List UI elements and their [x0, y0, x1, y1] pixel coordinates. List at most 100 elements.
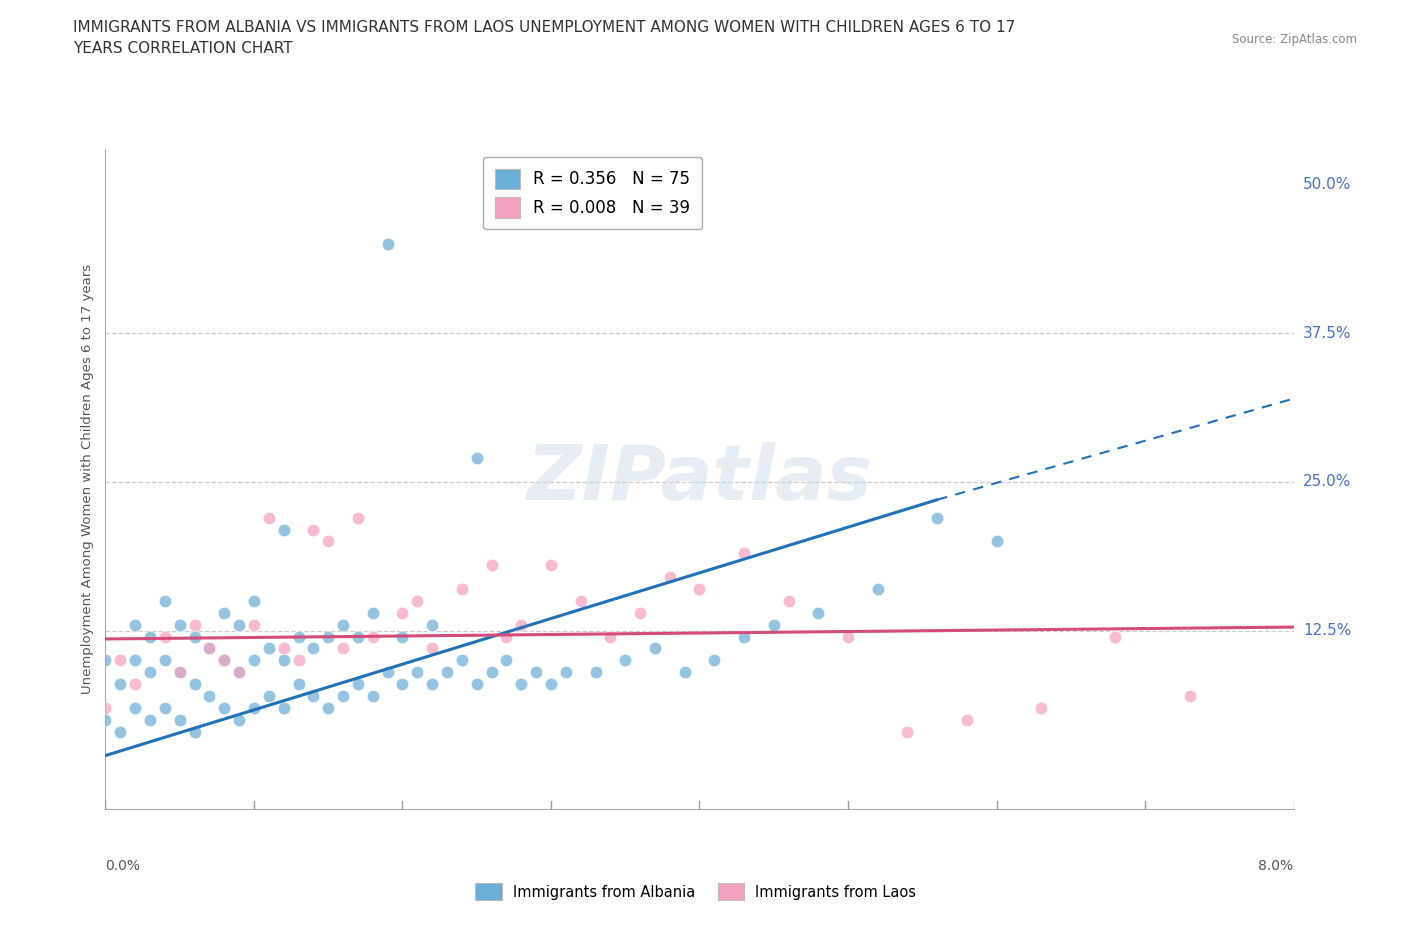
Point [465, 677, 488, 692]
Text: 37.5%: 37.5% [1303, 326, 1351, 340]
Point [243, 700, 266, 715]
Point [1104, 630, 1126, 644]
Point [139, 630, 162, 644]
Point [287, 653, 309, 668]
Point [316, 700, 339, 715]
Point [183, 724, 205, 739]
Point [450, 581, 472, 596]
Point [644, 641, 666, 656]
Point [273, 641, 295, 656]
Point [807, 605, 830, 620]
Point [169, 665, 191, 680]
Point [450, 653, 472, 668]
Point [139, 712, 162, 727]
Point [361, 605, 384, 620]
Point [124, 618, 146, 632]
Point [495, 630, 517, 644]
Text: 12.5%: 12.5% [1303, 623, 1351, 638]
Point [183, 618, 205, 632]
Point [124, 700, 146, 715]
Point [332, 688, 354, 703]
Point [377, 236, 399, 251]
Point [257, 688, 280, 703]
Point [837, 630, 859, 644]
Text: 0.0%: 0.0% [105, 858, 141, 872]
Point [110, 724, 132, 739]
Text: ZIPatlas: ZIPatlas [526, 442, 873, 516]
Point [347, 677, 370, 692]
Point [198, 641, 221, 656]
Point [243, 618, 266, 632]
Point [153, 700, 176, 715]
Point [243, 593, 266, 608]
Point [927, 511, 949, 525]
Point [332, 618, 354, 632]
Point [332, 641, 354, 656]
Point [733, 630, 755, 644]
Point [347, 511, 370, 525]
Point [214, 653, 236, 668]
Point [614, 653, 637, 668]
Point [406, 665, 429, 680]
Point [436, 665, 458, 680]
Point [273, 522, 295, 537]
Point [316, 630, 339, 644]
Point [733, 546, 755, 561]
Point [510, 677, 533, 692]
Y-axis label: Unemployment Among Women with Children Ages 6 to 17 years: Unemployment Among Women with Children A… [82, 264, 94, 694]
Point [169, 665, 191, 680]
Text: 50.0%: 50.0% [1303, 177, 1351, 192]
Point [391, 630, 413, 644]
Point [302, 522, 325, 537]
Point [540, 677, 562, 692]
Point [673, 665, 696, 680]
Point [420, 677, 443, 692]
Point [183, 677, 205, 692]
Point [495, 653, 517, 668]
Point [94, 700, 117, 715]
Point [956, 712, 979, 727]
Point [214, 653, 236, 668]
Point [198, 688, 221, 703]
Point [94, 653, 117, 668]
Point [198, 641, 221, 656]
Point [391, 605, 413, 620]
Point [896, 724, 918, 739]
Point [481, 558, 503, 573]
Point [316, 534, 339, 549]
Point [243, 653, 266, 668]
Point [628, 605, 651, 620]
Point [228, 665, 250, 680]
Point [257, 641, 280, 656]
Point [377, 665, 399, 680]
Point [524, 665, 547, 680]
Text: Source: ZipAtlas.com: Source: ZipAtlas.com [1232, 33, 1357, 46]
Point [183, 630, 205, 644]
Point [986, 534, 1008, 549]
Point [585, 665, 607, 680]
Text: YEARS CORRELATION CHART: YEARS CORRELATION CHART [73, 41, 292, 56]
Text: 8.0%: 8.0% [1258, 858, 1294, 872]
Point [554, 665, 576, 680]
Point [540, 558, 562, 573]
Point [273, 653, 295, 668]
Legend: R = 0.356   N = 75, R = 0.008   N = 39: R = 0.356 N = 75, R = 0.008 N = 39 [484, 157, 702, 230]
Point [214, 700, 236, 715]
Point [658, 570, 681, 585]
Point [257, 511, 280, 525]
Point [569, 593, 592, 608]
Point [228, 712, 250, 727]
Point [302, 641, 325, 656]
Point [302, 688, 325, 703]
Point [420, 641, 443, 656]
Point [778, 593, 800, 608]
Point [214, 605, 236, 620]
Point [866, 581, 889, 596]
Point [153, 653, 176, 668]
Point [228, 618, 250, 632]
Point [124, 677, 146, 692]
Legend: Immigrants from Albania, Immigrants from Laos: Immigrants from Albania, Immigrants from… [470, 878, 922, 906]
Point [406, 593, 429, 608]
Point [1029, 700, 1052, 715]
Point [391, 677, 413, 692]
